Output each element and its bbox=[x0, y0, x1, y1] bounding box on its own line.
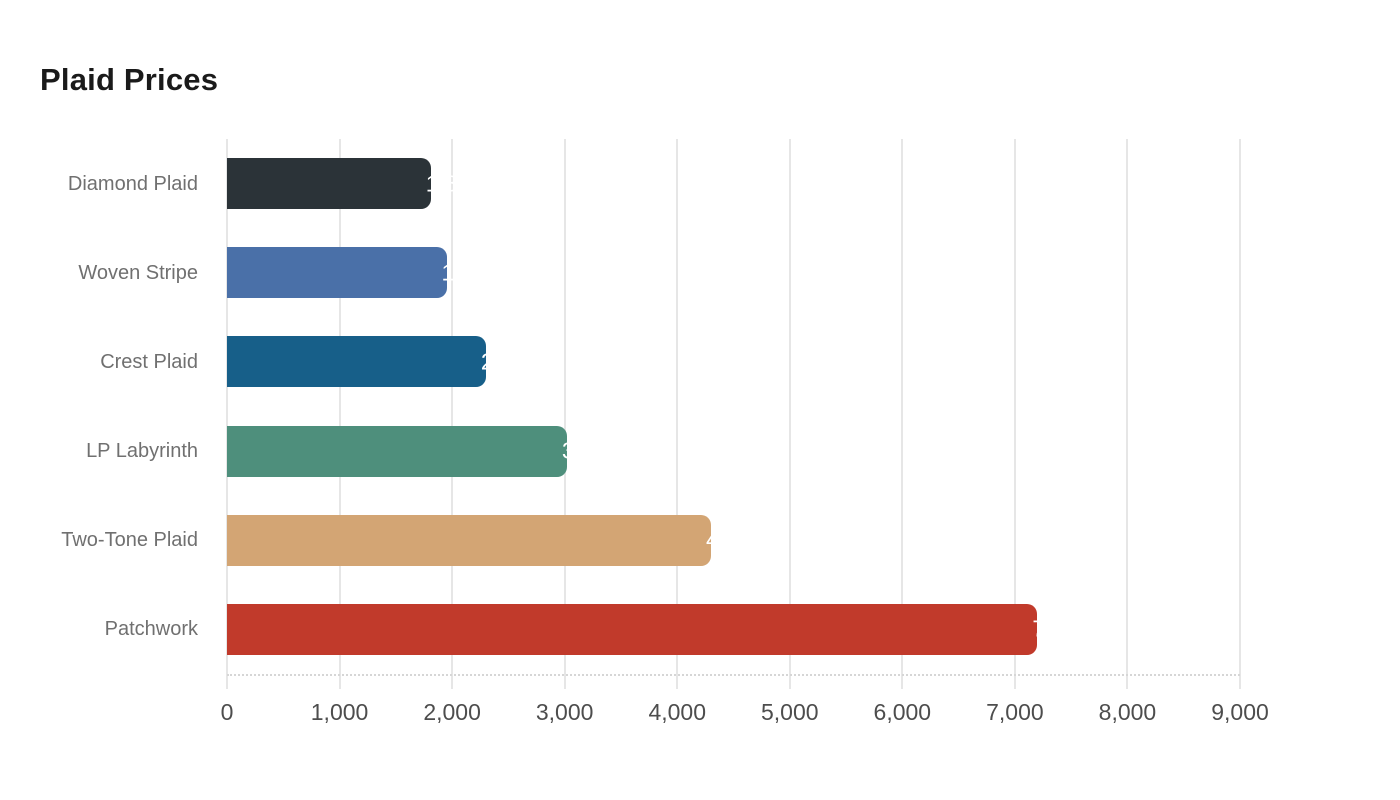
gridline-6000 bbox=[901, 139, 904, 689]
gridline-1000 bbox=[338, 139, 341, 689]
bar-value-label: 2,300 bbox=[480, 348, 539, 375]
bar-diamond-plaid[interactable]: 1,810 bbox=[227, 158, 483, 210]
gridline-7000 bbox=[1013, 139, 1016, 689]
bar-two-tone-plaid[interactable]: 4,300 bbox=[227, 514, 764, 566]
x-tick-label-8000: 8,000 bbox=[1098, 699, 1157, 725]
x-tick-label-7000: 7,000 bbox=[986, 699, 1044, 725]
bar-value-label: 1,810 bbox=[425, 170, 484, 197]
category-label-diamond-plaid: Diamond Plaid bbox=[67, 172, 198, 195]
bar-crest-plaid[interactable]: 2,300 bbox=[227, 336, 538, 388]
x-tick-label-3000: 3,000 bbox=[535, 699, 594, 725]
chart-title: Plaid Prices bbox=[40, 62, 219, 97]
x-tick-label-1000: 1,000 bbox=[310, 699, 369, 725]
gridline-2000 bbox=[451, 139, 454, 689]
category-label-lp-labyrinth: LP Labyrinth bbox=[86, 440, 198, 463]
x-tick-label-0: 0 bbox=[220, 699, 234, 725]
bar-woven-stripe[interactable]: 1,950 bbox=[227, 247, 499, 299]
category-label-woven-stripe: Woven Stripe bbox=[78, 261, 198, 284]
gridline-8000 bbox=[1126, 139, 1129, 689]
bar-patchwork[interactable]: 7,200 bbox=[227, 603, 1090, 655]
bar-value-label: 3,020 bbox=[561, 437, 620, 464]
x-tick-label-2000: 2,000 bbox=[423, 699, 481, 725]
x-tick-label-9000: 9,000 bbox=[1211, 699, 1269, 725]
plot-area: 1,810 1,950 2,300 3,020 4,300 7,200 bbox=[226, 139, 1241, 689]
category-label-two-tone-plaid: Two-Tone Plaid bbox=[61, 529, 198, 552]
x-axis-line bbox=[227, 674, 1240, 676]
x-tick-label-5000: 5,000 bbox=[760, 699, 819, 725]
gridline-5000 bbox=[788, 139, 791, 689]
gridline-4000 bbox=[676, 139, 679, 689]
gridline-9000 bbox=[1239, 139, 1241, 689]
category-label-patchwork: Patchwork bbox=[104, 618, 198, 641]
gridline-0 bbox=[226, 139, 228, 689]
x-tick-label-6000: 6,000 bbox=[873, 699, 932, 725]
category-label-crest-plaid: Crest Plaid bbox=[100, 350, 198, 373]
bar-lp-labyrinth[interactable]: 3,020 bbox=[227, 425, 619, 477]
gridline-3000 bbox=[563, 139, 566, 689]
bar-value-label: 7,200 bbox=[1032, 615, 1090, 642]
x-tick-label-4000: 4,000 bbox=[648, 699, 706, 725]
bar-value-label: 4,300 bbox=[706, 526, 764, 553]
